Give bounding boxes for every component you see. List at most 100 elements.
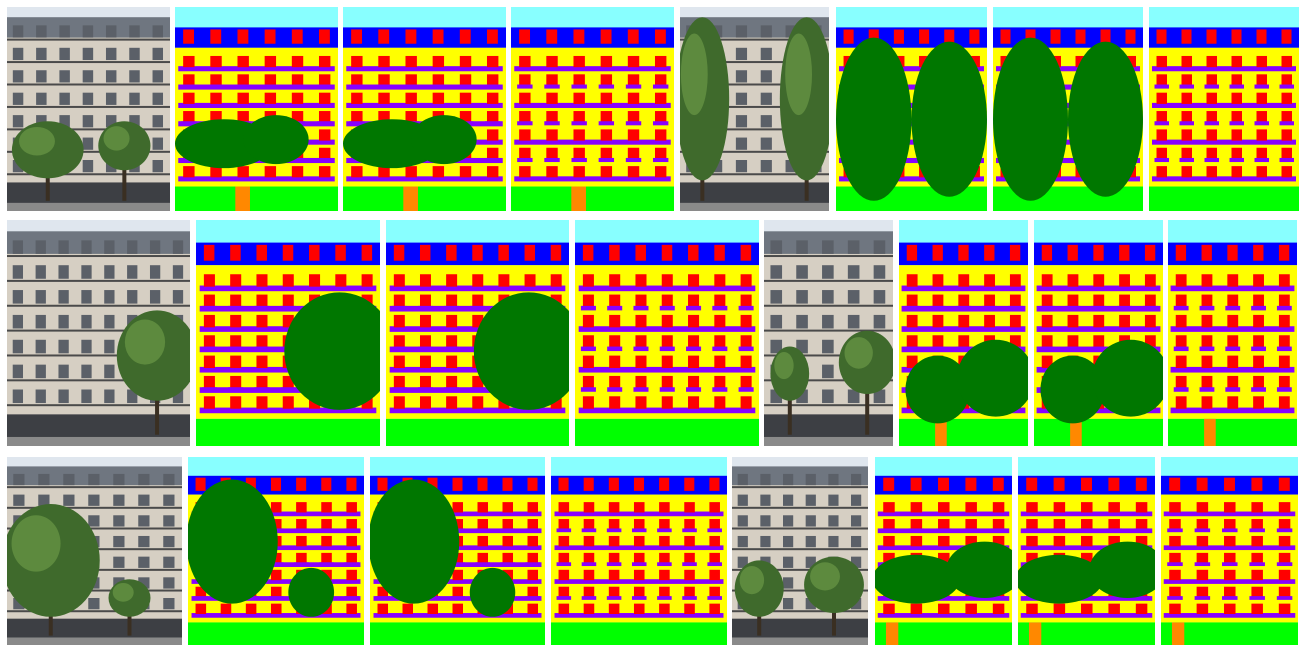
window-label (318, 55, 331, 68)
roof-window (1227, 244, 1238, 261)
balcony-label (1194, 528, 1211, 533)
window-label (740, 314, 752, 328)
roof-window (608, 477, 619, 491)
window-label (318, 74, 331, 86)
balcony-label (201, 305, 217, 311)
roof-window (1175, 244, 1187, 261)
window (163, 577, 175, 589)
balcony-label (625, 121, 642, 126)
roof-window (1224, 477, 1235, 491)
balcony (7, 173, 170, 176)
balcony-label (1276, 596, 1293, 600)
tree-label (946, 541, 1012, 598)
roof-window (498, 244, 509, 261)
balcony-label (316, 157, 333, 163)
window (58, 364, 69, 379)
window (785, 160, 797, 173)
window (785, 25, 797, 38)
window-label (1256, 129, 1267, 141)
window-label (573, 74, 585, 86)
window-label (432, 74, 445, 86)
window-label (627, 55, 640, 68)
window-label (1253, 314, 1264, 328)
segmentation-map (836, 7, 987, 211)
window-label (906, 335, 918, 348)
balcony-label (936, 528, 952, 533)
balcony-label (1170, 366, 1295, 373)
window-label (582, 375, 594, 389)
balcony-label (544, 121, 560, 126)
balcony-label (1249, 596, 1265, 600)
window (113, 494, 125, 506)
window-label (583, 569, 595, 581)
window-label (1253, 396, 1264, 409)
roof-label (511, 27, 674, 48)
window (737, 494, 748, 506)
window (12, 25, 24, 38)
balcony (680, 83, 829, 86)
roof-window (984, 244, 995, 261)
window (783, 535, 794, 548)
window-label (1196, 535, 1209, 547)
balcony-label (996, 121, 1140, 127)
tree-light (810, 562, 840, 591)
window-label (472, 274, 484, 287)
segmentation-map (1149, 7, 1299, 211)
balcony-label (607, 346, 623, 352)
balcony (732, 610, 868, 613)
balcony-label (346, 102, 503, 108)
balcony-label (1106, 596, 1122, 600)
window (822, 314, 834, 329)
window-label (583, 552, 595, 564)
balcony-label (294, 562, 309, 567)
window (847, 240, 860, 254)
roof-window (1025, 29, 1036, 44)
window (172, 389, 184, 404)
window-label (1156, 55, 1167, 68)
window-label (583, 586, 595, 598)
window-label (709, 519, 720, 530)
window-label (1256, 111, 1267, 123)
window-label (459, 111, 472, 123)
window (760, 160, 772, 173)
window-label (210, 111, 222, 123)
roof-window (582, 244, 594, 261)
window-label (318, 111, 331, 123)
window-label (452, 569, 463, 581)
tree-label (284, 292, 380, 410)
window-label (498, 274, 510, 287)
tree-label (1018, 554, 1103, 604)
window (127, 290, 138, 304)
window (35, 240, 46, 254)
balcony-label (607, 387, 623, 392)
balcony-label (517, 121, 533, 126)
roof-window (346, 477, 357, 491)
tree-label (905, 355, 970, 424)
roof-window (1281, 29, 1292, 44)
balcony-label (346, 176, 503, 182)
window-label (1175, 314, 1187, 328)
balcony-label (1179, 84, 1194, 89)
balcony-label (450, 562, 465, 567)
window-label (1135, 603, 1148, 614)
window-label (1053, 535, 1066, 547)
roof-label (175, 27, 338, 48)
balcony-label (514, 139, 671, 145)
roof-window (1100, 29, 1111, 44)
roof-window (378, 29, 390, 44)
window (796, 290, 808, 304)
balcony-label (1024, 528, 1040, 533)
roof-window (1041, 244, 1053, 261)
window (129, 70, 140, 83)
window-label (558, 586, 570, 598)
balcony-label (514, 102, 671, 108)
roof-window (472, 244, 483, 261)
ground-label (1149, 186, 1299, 211)
roof-window (419, 244, 431, 261)
window-label (1156, 111, 1167, 123)
window-label (1041, 355, 1053, 369)
window-label (203, 274, 215, 287)
window-label (1093, 294, 1105, 308)
window-label (519, 55, 531, 68)
balcony-label (1039, 346, 1055, 352)
